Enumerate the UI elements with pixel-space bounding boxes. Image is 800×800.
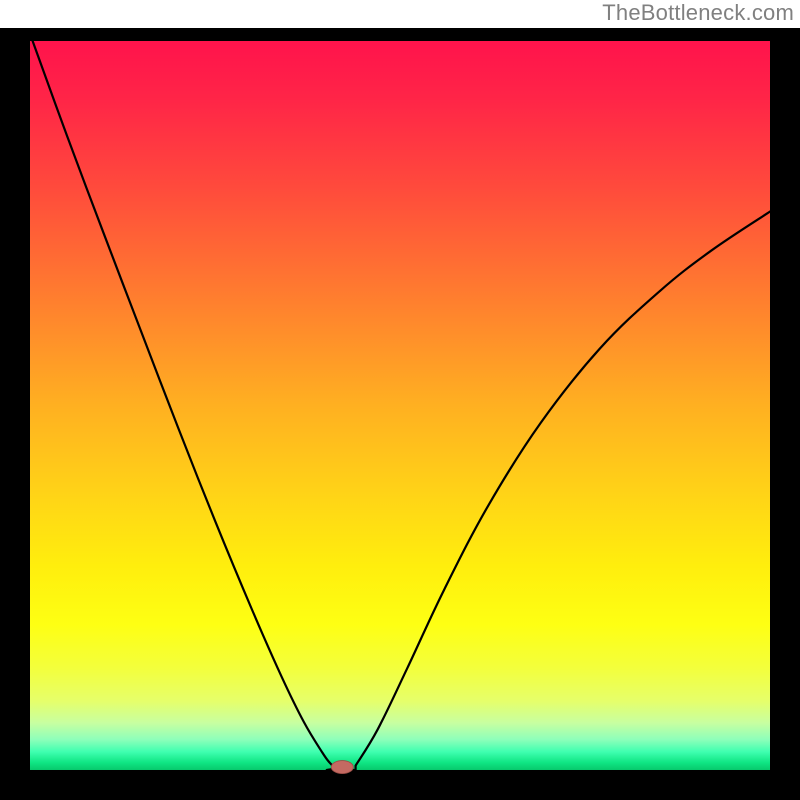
optimum-marker	[331, 761, 353, 774]
bottleneck-chart	[0, 0, 800, 800]
chart-plot-area	[30, 41, 770, 770]
watermark-text: TheBottleneck.com	[602, 0, 794, 26]
